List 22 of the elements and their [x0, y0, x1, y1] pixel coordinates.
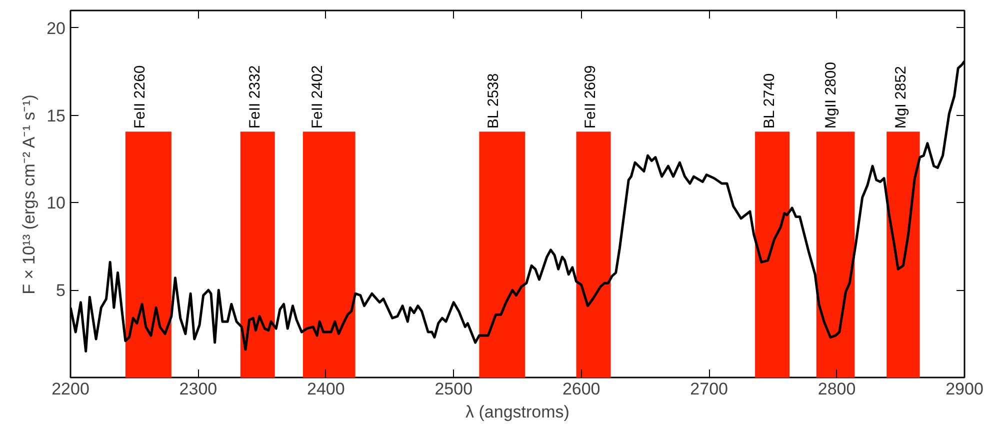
x-tick-label: 2200 [52, 380, 90, 398]
x-tick-label: 2400 [307, 380, 345, 398]
x-tick-label: 2300 [179, 380, 218, 398]
x-axis-title: λ (angstroms) [466, 402, 570, 422]
band-label: MgII 2800 [822, 62, 840, 129]
band-label: FeII 2609 [582, 65, 600, 129]
x-tick-label: 2900 [946, 380, 984, 398]
band-label: MgI 2852 [892, 66, 910, 129]
y-axis-title: F × 10¹³ (ergs cm⁻² A⁻¹ s⁻¹) [20, 94, 39, 294]
band-label: FeII 2260 [131, 65, 148, 129]
x-tick-label: 2800 [818, 380, 856, 398]
band-label: BL 2740 [761, 73, 778, 129]
x-tick-label: 2500 [434, 380, 473, 398]
y-tick-label: 15 [46, 106, 66, 126]
y-tick-label: 5 [56, 281, 66, 300]
band-label: FeII 2332 [246, 65, 264, 129]
x-tick-label: 2700 [690, 380, 728, 398]
y-tick-label: 20 [46, 18, 66, 38]
band-label: FeII 2402 [308, 65, 326, 129]
band-label: BL 2538 [485, 73, 502, 129]
y-tick-label: 10 [46, 194, 66, 213]
x-tick-label: 2600 [562, 380, 600, 398]
